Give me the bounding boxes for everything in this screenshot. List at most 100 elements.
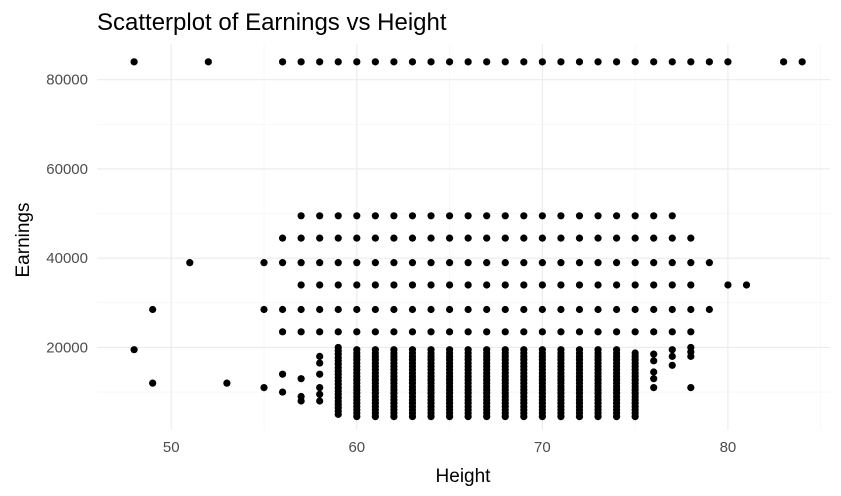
data-point [353,212,361,220]
data-point [501,259,509,267]
data-point [557,58,565,66]
data-point [650,212,658,220]
y-tick-label: 40000 [46,250,88,267]
data-point [724,281,732,289]
data-point [650,368,658,376]
data-point [278,259,287,267]
data-point [371,212,379,220]
data-point [353,281,361,289]
data-point [538,212,546,220]
data-point [316,328,324,336]
data-point [594,305,602,314]
data-point [631,281,639,289]
data-point [612,259,621,267]
data-point [427,281,435,289]
data-point [278,58,287,66]
data-point [390,328,398,336]
data-point [780,58,788,66]
data-point [575,305,584,314]
data-point [390,58,398,66]
data-point [520,212,528,220]
data-point [204,58,212,66]
data-point [278,388,287,396]
data-point [427,212,435,220]
data-point [297,305,305,314]
data-point [260,305,268,314]
data-point [483,58,491,66]
data-point [316,281,324,289]
data-point [390,346,398,354]
data-point [501,346,509,354]
data-point [668,361,676,369]
data-point [316,384,324,392]
data-point [575,281,584,289]
data-point [501,58,509,66]
data-point [612,281,621,289]
data-point [297,375,305,383]
data-point [371,346,379,354]
data-point [445,212,454,220]
data-point [464,212,472,220]
data-point [464,234,472,242]
data-point [594,259,602,267]
data-point [483,346,491,354]
data-point [464,346,472,354]
data-point [445,58,454,66]
data-point [557,281,565,289]
data-point [631,328,639,336]
data-point [724,58,732,66]
data-point [557,212,565,220]
data-point [297,281,305,289]
data-point [408,58,417,66]
data-point [483,305,491,314]
data-point [353,305,361,314]
data-point [575,234,584,242]
x-axis-title: Height [436,466,492,487]
data-point [575,346,584,354]
data-point [631,305,639,314]
data-point [186,259,194,267]
x-tick-label: 80 [720,439,737,456]
data-point [371,259,379,267]
data-point [483,328,491,336]
data-point [260,384,268,392]
data-point [334,234,342,242]
x-tick-label: 70 [534,439,551,456]
data-point [408,212,417,220]
data-point [538,58,546,66]
data-point [278,305,287,314]
data-point [687,58,695,66]
data-point [297,212,305,220]
data-point [705,259,713,267]
data-point [687,305,695,314]
data-point [316,58,324,66]
data-point [483,259,491,267]
data-point [297,328,305,336]
data-point [501,281,509,289]
x-tick-label: 60 [348,439,365,456]
grid-layer [97,44,830,430]
data-point [334,259,342,267]
data-point [520,58,528,66]
data-point [594,328,602,336]
data-point [557,234,565,242]
data-point [538,305,546,314]
data-point [316,397,324,405]
data-point [427,305,435,314]
data-point [408,346,417,354]
data-point [687,259,695,267]
data-point [297,58,305,66]
data-point [501,328,509,336]
data-point [612,305,621,314]
data-point [334,212,342,220]
data-point [427,58,435,66]
data-point [390,212,398,220]
data-point [464,305,472,314]
data-point [278,234,287,242]
data-point [650,384,658,392]
data-point [371,281,379,289]
data-point [483,234,491,242]
data-point [371,58,379,66]
data-point [594,281,602,289]
